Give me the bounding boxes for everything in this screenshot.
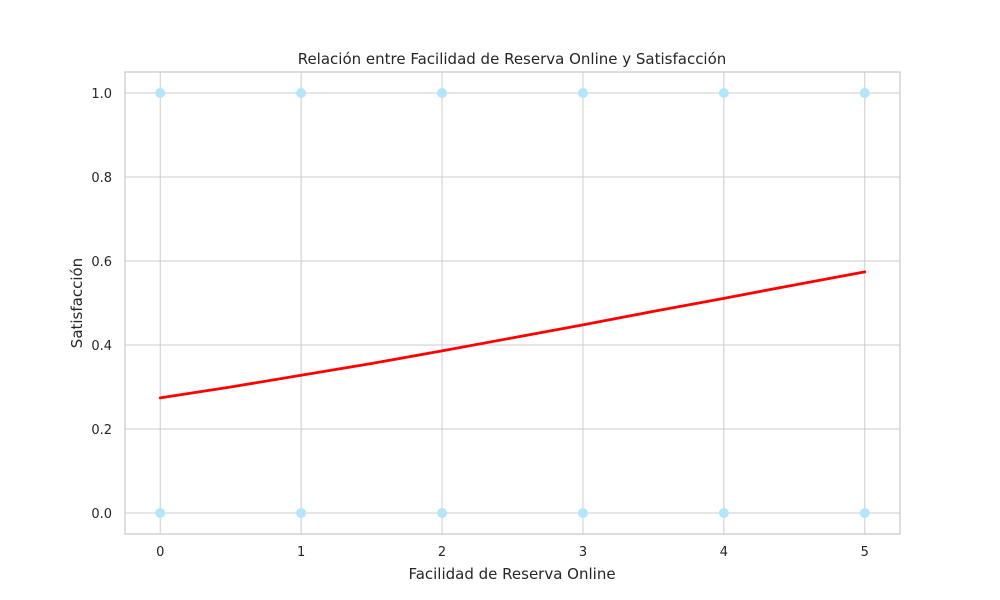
y-axis-label: Satisfacción — [68, 258, 86, 348]
x-axis-ticks: 0 1 2 3 4 5 — [156, 545, 869, 560]
y-tick-label: 1.0 — [91, 87, 112, 102]
fit-line — [158, 270, 867, 400]
data-point — [577, 88, 588, 98]
data-point — [437, 508, 448, 518]
data-point — [718, 508, 729, 518]
plot-frame — [124, 71, 901, 535]
scatter-points — [155, 88, 870, 518]
chart-title: Relación entre Facilidad de Reserva Onli… — [298, 50, 727, 68]
grid — [125, 72, 900, 534]
x-tick-label: 0 — [156, 545, 164, 560]
x-tick-label: 3 — [579, 545, 587, 560]
x-axis-label: Facilidad de Reserva Online — [408, 565, 615, 583]
y-tick-label: 0.4 — [91, 339, 112, 354]
y-axis-ticks: 0.0 0.2 0.4 0.6 0.8 1.0 — [91, 87, 112, 522]
y-tick-label: 0.0 — [91, 507, 112, 522]
y-tick-label: 0.8 — [91, 171, 112, 186]
data-point — [155, 88, 166, 98]
x-tick-label: 2 — [438, 545, 446, 560]
data-point — [437, 88, 448, 98]
data-point — [155, 508, 166, 518]
data-point — [859, 88, 870, 98]
data-point — [718, 88, 729, 98]
regression-line — [158, 270, 867, 400]
data-point — [296, 88, 307, 98]
y-tick-label: 0.2 — [91, 423, 112, 438]
x-tick-label: 4 — [720, 545, 728, 560]
data-point — [296, 508, 307, 518]
data-point — [859, 508, 870, 518]
x-tick-label: 1 — [297, 545, 305, 560]
data-point — [577, 508, 588, 518]
x-tick-label: 5 — [861, 545, 869, 560]
y-tick-label: 0.6 — [91, 255, 112, 270]
